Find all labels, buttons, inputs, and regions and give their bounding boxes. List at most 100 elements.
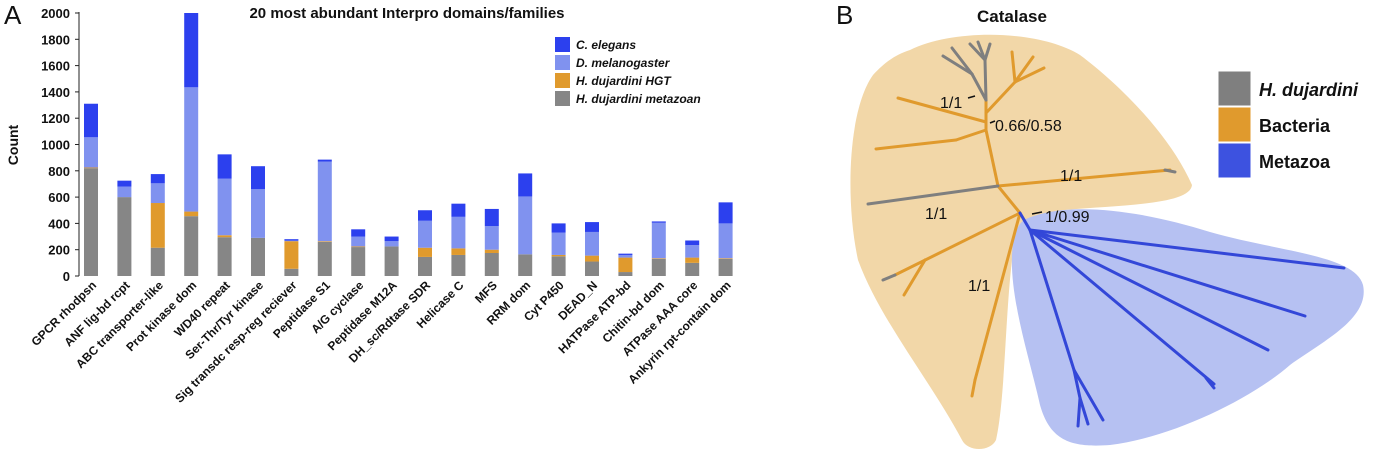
- support-value: 1/1: [925, 206, 947, 223]
- metazoa-clade-region: [1011, 209, 1364, 446]
- tree-branch: [1013, 55, 1035, 84]
- bar-segment: [284, 239, 299, 241]
- support-value: 1/0.99: [1045, 209, 1090, 226]
- legend-swatch: [555, 55, 570, 70]
- y-tick-label: 1600: [41, 59, 70, 74]
- bar-segment: [150, 247, 165, 276]
- bar-segment: [718, 258, 733, 259]
- y-tick-label: 600: [48, 190, 70, 205]
- tardigrade-branches: [866, 40, 1177, 282]
- bar-segment: [351, 236, 366, 247]
- legend-swatch: [555, 91, 570, 106]
- tree-branch: [1072, 368, 1082, 400]
- y-tick-label: 400: [48, 216, 70, 231]
- tree-branch: [1028, 228, 1076, 372]
- tree-legend-swatch: [1217, 70, 1252, 107]
- bar-segment: [484, 208, 499, 227]
- y-axis-ticks: 0 200 400 600 800 1000 1200 1400 1600 1800 2000: [41, 6, 79, 284]
- tree-branch: [976, 40, 987, 62]
- tree-branch: [1028, 228, 1307, 318]
- bar-segment: [384, 236, 399, 242]
- tree-legend-swatch: [1217, 142, 1252, 179]
- bar-segment: [618, 254, 633, 258]
- tree-branch: [1028, 228, 1270, 352]
- bar-segment: [317, 241, 332, 242]
- bar-segment: [651, 258, 666, 276]
- bar-segment: [651, 222, 666, 259]
- bar-segment: [718, 223, 733, 259]
- bar-segment: [518, 254, 533, 276]
- bar-segment: [518, 196, 533, 255]
- bar-segment: [150, 203, 165, 248]
- bar-segment: [351, 246, 366, 248]
- bar-segment: [184, 13, 199, 88]
- legend: C. elegans D. melanogaster H. dujardini HG…: [555, 37, 701, 106]
- bar-segment: [117, 180, 132, 187]
- bar-segment: [585, 222, 599, 232]
- support-value: 0.66/0.58: [995, 118, 1062, 135]
- tree-branch: [1010, 50, 1017, 84]
- tree-branch: [866, 184, 1000, 206]
- tree-title: Catalase: [977, 7, 1047, 26]
- bar-segment: [685, 245, 700, 258]
- bar-segment: [518, 173, 533, 197]
- panel-a-letter: A: [4, 0, 22, 30]
- bars: [84, 13, 733, 276]
- bar-segment: [184, 87, 199, 212]
- bar-segment: [217, 235, 232, 238]
- bar-segment: [585, 255, 599, 262]
- tree-branch: [941, 54, 974, 76]
- bar-segment: [284, 268, 299, 276]
- bar-segment: [317, 161, 332, 242]
- bar-segment: [317, 241, 332, 276]
- legend-label: H. dujardini HGT: [576, 74, 672, 88]
- support-tick: [1031, 211, 1043, 215]
- bar-segment: [551, 223, 566, 233]
- y-tick-label: 1800: [41, 32, 70, 47]
- support-value: 1/1: [968, 278, 990, 295]
- tree-branch: [1078, 396, 1090, 426]
- bar-segment: [117, 197, 132, 276]
- bar-segment: [184, 211, 199, 217]
- bar-segment: [718, 202, 733, 224]
- support-tick: [989, 120, 996, 124]
- bar-segment: [351, 247, 366, 276]
- bar-segment: [585, 261, 599, 276]
- bar-segment: [317, 159, 332, 162]
- bar-segment: [150, 183, 165, 204]
- panel-b: B Catalase: [836, 0, 1364, 449]
- tree-branch: [1028, 228, 1216, 386]
- tree-branch: [984, 80, 1017, 115]
- bar-segment: [251, 237, 265, 276]
- bar-segment: [84, 168, 98, 276]
- tree-branch: [996, 168, 1172, 188]
- bar-segment: [418, 256, 432, 276]
- tree-branch: [902, 258, 927, 297]
- support-value: 1/1: [1060, 168, 1082, 185]
- bar-segment: [484, 252, 499, 276]
- bar-segment: [551, 256, 566, 276]
- bar-segment: [418, 210, 432, 221]
- bar-segment: [685, 240, 700, 246]
- bar-segment: [251, 166, 265, 190]
- bar-segment: [484, 226, 499, 250]
- tree-branch: [950, 46, 974, 76]
- tree-branch: [954, 128, 988, 142]
- tree-branch: [983, 42, 992, 62]
- tree-legend-swatch: [1217, 106, 1252, 143]
- x-tick-label: MFS: [472, 278, 500, 306]
- bar-segment: [685, 257, 700, 263]
- bar-segment: [117, 186, 132, 198]
- bar-segment: [184, 216, 199, 276]
- tree-legend-label: Bacteria: [1259, 116, 1331, 136]
- bar-segment: [484, 249, 499, 253]
- bar-segment: [150, 174, 165, 184]
- legend-label: H. dujardini metazoan: [576, 92, 701, 106]
- y-tick-label: 800: [48, 164, 70, 179]
- bar-segment: [618, 257, 633, 273]
- bar-segment: [418, 220, 432, 248]
- y-tick-label: 1000: [41, 138, 70, 153]
- bar-segment: [585, 231, 599, 256]
